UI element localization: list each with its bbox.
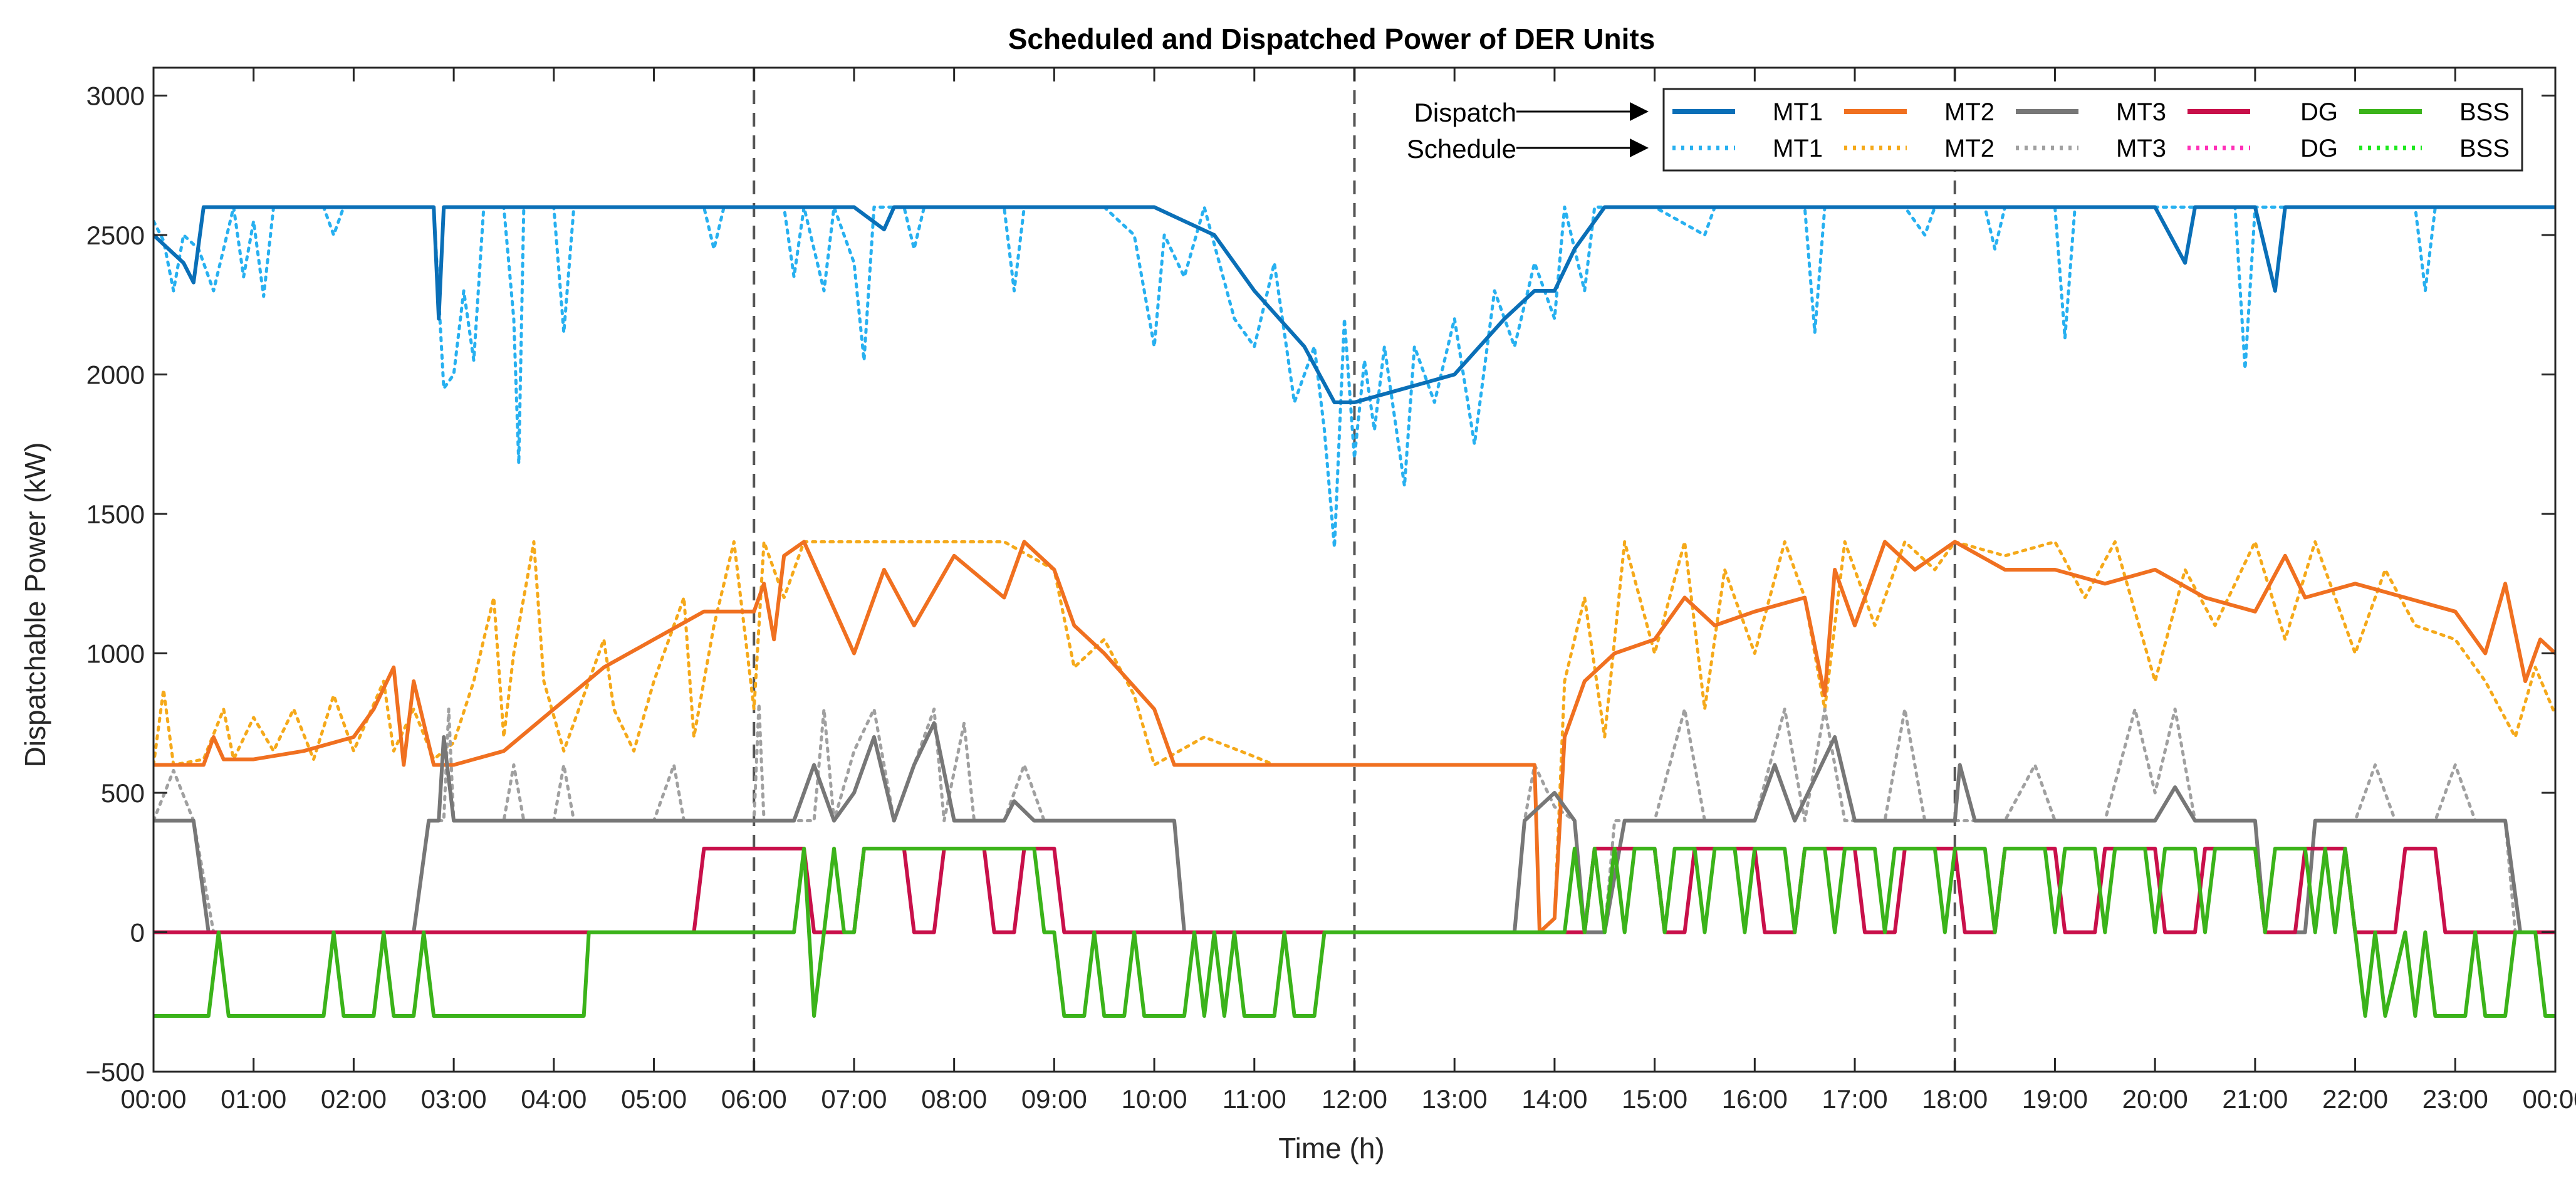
- series-line-mt1-dispatch: [154, 205, 2555, 404]
- x-tick-label: 12:00: [1322, 1084, 1387, 1114]
- y-tick-label: 1000: [86, 639, 145, 669]
- series-group: [154, 205, 2555, 1018]
- x-tick-label: 00:00: [120, 1084, 186, 1114]
- y-tick-label: 500: [101, 778, 145, 808]
- chart-title: Scheduled and Dispatched Power of DER Un…: [1008, 23, 1656, 55]
- legend-label-dg-dispatch: DG: [2300, 98, 2338, 126]
- legend-label-mt2-dispatch: MT2: [1944, 98, 1995, 126]
- y-tick-label: 0: [130, 918, 145, 948]
- y-axis-title: Dispatchable Power (kW): [19, 442, 51, 768]
- x-tick-label: 06:00: [721, 1084, 787, 1114]
- x-tick-label: 03:00: [421, 1084, 487, 1114]
- x-tick-label: 05:00: [621, 1084, 687, 1114]
- y-tick-label: 2000: [86, 360, 145, 390]
- legend-row-label-schedule: Schedule: [1407, 134, 1516, 164]
- series-line-mt2-schedule: [154, 540, 2555, 934]
- legend-label-mt1-schedule: MT1: [1773, 135, 1823, 162]
- series-line-bss-dispatch: [154, 847, 2555, 1018]
- series-line-dg-dispatch: [154, 847, 2555, 934]
- x-tick-label: 01:00: [221, 1084, 286, 1114]
- legend-label-dg-schedule: DG: [2300, 135, 2338, 162]
- y-tick-label: 2500: [86, 221, 145, 250]
- legend-box: [1662, 88, 2523, 172]
- x-tick-label: 15:00: [1622, 1084, 1687, 1114]
- x-tick-label: 08:00: [921, 1084, 987, 1114]
- x-tick-label: 16:00: [1722, 1084, 1788, 1114]
- y-tick-label: −500: [85, 1057, 145, 1087]
- x-tick-label: 10:00: [1122, 1084, 1187, 1114]
- legend-label-mt1-dispatch: MT1: [1773, 98, 1823, 126]
- x-tick-label: 18:00: [1922, 1084, 1988, 1114]
- series-line-mt2-dispatch: [154, 540, 2555, 934]
- x-tick-label: 00:00: [2522, 1084, 2576, 1114]
- x-tick-label: 20:00: [2122, 1084, 2188, 1114]
- x-tick-label: 23:00: [2422, 1084, 2488, 1114]
- legend-row-label-dispatch: Dispatch: [1414, 98, 1516, 127]
- x-tick-label: 14:00: [1521, 1084, 1587, 1114]
- x-tick-label: 09:00: [1021, 1084, 1087, 1114]
- x-tick-label: 22:00: [2322, 1084, 2388, 1114]
- legend-label-mt2-schedule: MT2: [1944, 135, 1995, 162]
- legend-label-mt3-dispatch: MT3: [2116, 98, 2166, 126]
- x-tick-label: 07:00: [821, 1084, 887, 1114]
- x-tick-label: 02:00: [321, 1084, 387, 1114]
- legend-label-bss-dispatch: BSS: [2459, 98, 2510, 126]
- y-tick-label: 1500: [86, 499, 145, 529]
- x-tick-label: 13:00: [1422, 1084, 1488, 1114]
- y-tick-label: 3000: [86, 81, 145, 111]
- x-tick-label: 11:00: [1223, 1084, 1286, 1114]
- x-axis-title: Time (h): [1278, 1132, 1385, 1164]
- legend-label-mt3-schedule: MT3: [2116, 135, 2166, 162]
- x-tick-label: 17:00: [1822, 1084, 1887, 1114]
- legend: MT1 MT2 MT3 DG BSS MT1 MT2 MT3 DG BSS Dispatch Sche…: [1407, 88, 2523, 172]
- x-tick-label: 21:00: [2222, 1084, 2288, 1114]
- x-tick-label: 19:00: [2022, 1084, 2088, 1114]
- plot-area: −500 0 500 1000 1500 2000 2500 3000 00:00 01:00 02…: [85, 66, 2576, 1114]
- legend-label-bss-schedule: BSS: [2459, 135, 2510, 162]
- x-tick-label: 04:00: [521, 1084, 587, 1114]
